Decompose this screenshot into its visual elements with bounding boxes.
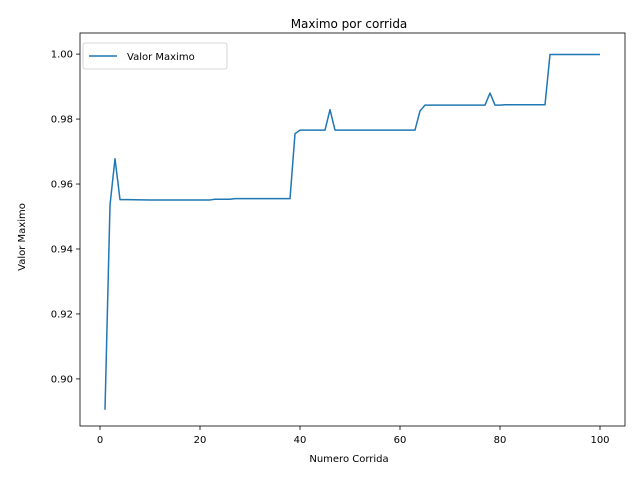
- chart-title: Maximo por corrida: [291, 17, 408, 31]
- legend: Valor Maximo: [82, 42, 228, 70]
- legend-box: [82, 42, 228, 70]
- y-axis-label: Valor Maximo: [17, 203, 28, 271]
- series-line-0: [104, 53, 600, 410]
- y-tick-label: 1.00: [51, 50, 73, 61]
- x-tick-label: 20: [194, 435, 207, 446]
- x-axis: 0 20 40 60 80 100: [97, 426, 610, 446]
- x-axis-label: Numero Corrida: [309, 454, 388, 465]
- x-tick-label: 100: [590, 435, 609, 446]
- plot-area: [104, 53, 600, 410]
- y-tick-label: 0.92: [51, 309, 73, 320]
- y-tick-label: 0.96: [51, 180, 73, 191]
- x-tick-label: 60: [394, 435, 407, 446]
- x-tick-label: 0: [97, 435, 103, 446]
- y-tick-label: 0.90: [51, 374, 73, 385]
- plot-frame: [79, 32, 626, 427]
- legend-label: Valor Maximo: [127, 52, 195, 63]
- x-tick-label: 80: [494, 435, 507, 446]
- x-tick-label: 40: [294, 435, 307, 446]
- y-axis: 0.90 0.92 0.94 0.96 0.98 1.00: [51, 50, 80, 385]
- y-tick-label: 0.98: [51, 115, 73, 126]
- y-tick-label: 0.94: [51, 244, 73, 255]
